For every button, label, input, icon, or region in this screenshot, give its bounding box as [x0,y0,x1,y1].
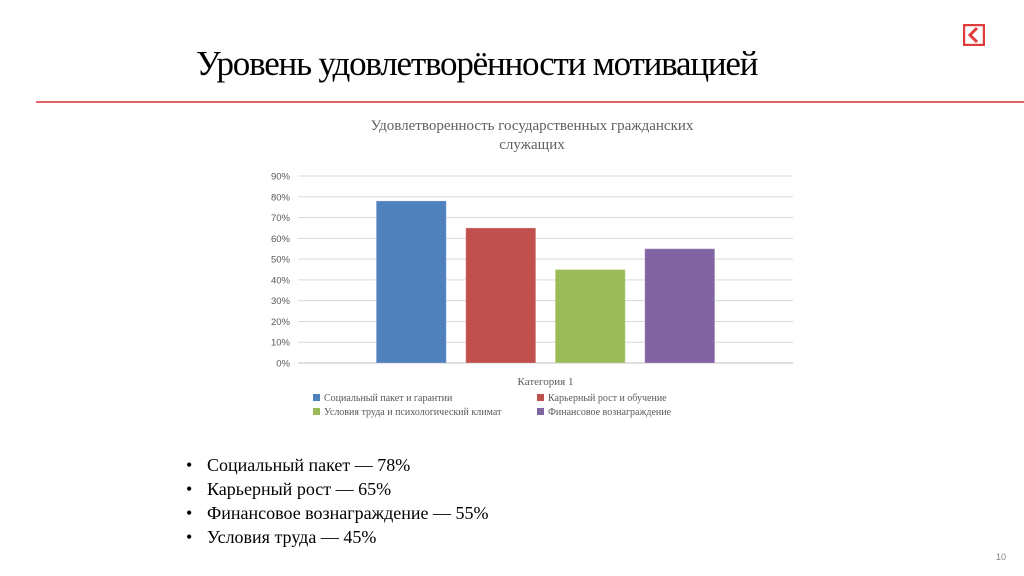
y-tick-label: 80% [271,192,291,203]
bullet-item: • Социальный пакет — 78% [186,455,411,475]
bullet-text: Карьерный рост — 65% [207,479,392,499]
legend-swatch [313,394,320,401]
y-tick-label: 90% [271,172,291,183]
bullet-item: • Условия труда — 45% [186,527,377,547]
bar [554,269,626,364]
bullet-list: • Социальный пакет — 78% • Карьерный рост … [186,453,489,549]
y-tick-label: 50% [271,255,291,266]
y-tick-label: 70% [271,213,291,224]
y-tick-label: 60% [271,234,291,245]
bar [465,227,537,364]
bar [644,248,716,364]
chart-title-line-2: служащих [499,137,565,153]
bullet-text: Условия труда — 45% [207,527,377,547]
y-tick-label: 40% [271,275,291,286]
chart-title: Удовлетворенность государственных гражда… [300,117,764,155]
legend-swatch [313,408,320,415]
slide-title: Уровень удовлетворённости мотивацией [196,44,758,83]
y-tick-label: 0% [276,359,290,370]
legend-label: Финансовое вознаграждение [548,407,672,418]
bar [375,200,447,364]
title-divider [36,101,1024,103]
y-tick-label: 10% [271,338,291,349]
bullet-text: Финансовое вознаграждение — 55% [207,503,489,523]
bullet-item: • Карьерный рост — 65% [186,479,392,499]
chart-title-line-1: Удовлетворенность государственных гражда… [370,118,694,134]
legend-swatch [537,394,544,401]
y-tick-label: 30% [271,296,291,307]
legend-label: Социальный пакет и гарантии [324,393,453,404]
legend-label: Карьерный рост и обучение [548,393,667,404]
logo-icon [963,24,985,46]
y-tick-label: 20% [271,317,291,328]
x-tick-label: Категория 1 [518,376,574,388]
legend-swatch [537,408,544,415]
bullet-text: Социальный пакет — 78% [207,455,411,475]
legend-label: Условия труда и психологический климат [324,407,502,418]
bullet-item: • Финансовое вознаграждение — 55% [186,503,489,523]
page-number: 10 [996,552,1007,562]
